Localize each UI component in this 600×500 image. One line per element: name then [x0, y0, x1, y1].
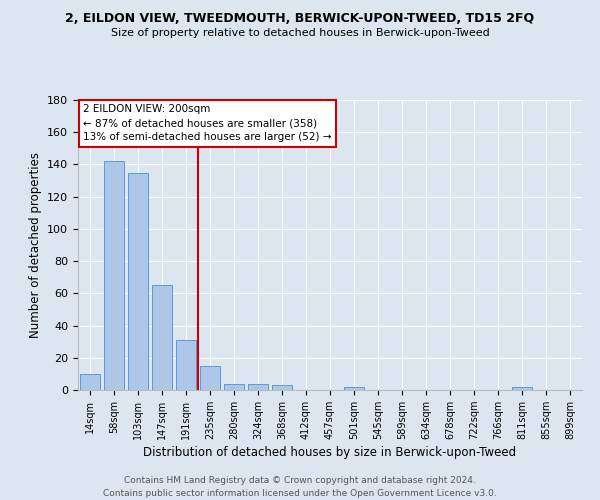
- Text: Contains HM Land Registry data © Crown copyright and database right 2024.
Contai: Contains HM Land Registry data © Crown c…: [103, 476, 497, 498]
- Bar: [272, 385, 292, 390]
- Bar: [224, 384, 244, 390]
- Bar: [200, 366, 220, 390]
- Text: 2 EILDON VIEW: 200sqm
← 87% of detached houses are smaller (358)
13% of semi-det: 2 EILDON VIEW: 200sqm ← 87% of detached …: [83, 104, 332, 142]
- Bar: [152, 286, 172, 390]
- X-axis label: Distribution of detached houses by size in Berwick-upon-Tweed: Distribution of detached houses by size …: [143, 446, 517, 459]
- Text: Size of property relative to detached houses in Berwick-upon-Tweed: Size of property relative to detached ho…: [110, 28, 490, 38]
- Y-axis label: Number of detached properties: Number of detached properties: [29, 152, 41, 338]
- Bar: [248, 384, 268, 390]
- Bar: [176, 340, 196, 390]
- Bar: [344, 387, 364, 390]
- Bar: [512, 387, 532, 390]
- Bar: [80, 374, 100, 390]
- Text: 2, EILDON VIEW, TWEEDMOUTH, BERWICK-UPON-TWEED, TD15 2FQ: 2, EILDON VIEW, TWEEDMOUTH, BERWICK-UPON…: [65, 12, 535, 26]
- Bar: [104, 161, 124, 390]
- Bar: [128, 172, 148, 390]
